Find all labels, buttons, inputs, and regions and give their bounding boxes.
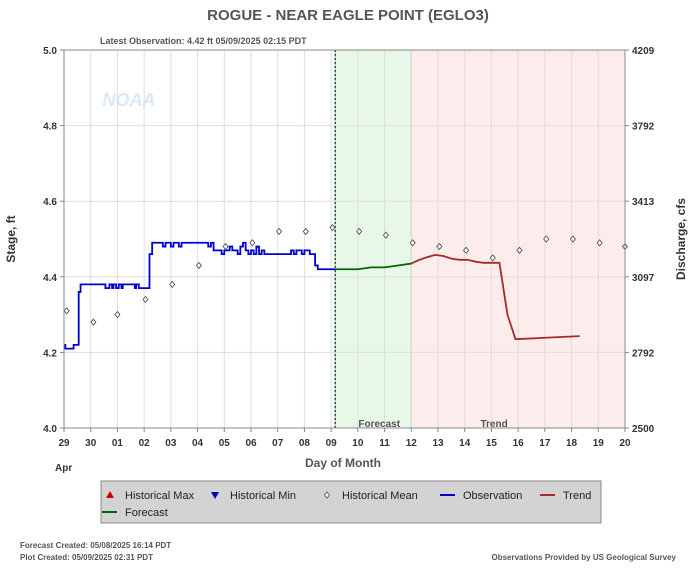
- x-tick-label: 17: [539, 438, 551, 449]
- x-tick-label: 06: [245, 438, 257, 449]
- y2-tick-label: 4209: [632, 46, 655, 57]
- x-tick-label: 30: [85, 438, 97, 449]
- y2-tick-label: 3792: [632, 122, 655, 133]
- x-tick-label: 14: [459, 438, 471, 449]
- x-tick-label: 19: [593, 438, 605, 449]
- legend-label: Historical Mean: [342, 490, 418, 502]
- historical-mean-point: [489, 254, 496, 262]
- historical-mean-point: [114, 310, 121, 319]
- legend-marker-historical-max: [106, 491, 114, 498]
- historical-mean-point: [90, 318, 97, 326]
- forecast-created: Forecast Created: 05/08/2025 16:14 PDT: [20, 541, 171, 550]
- x-tick-label: 20: [619, 438, 631, 449]
- historical-mean-point: [63, 307, 70, 315]
- y-axis-left: 4.0 4.2 4.4 4.6 4.8 5.0: [43, 46, 64, 435]
- plot-border: [63, 49, 626, 429]
- historical-mean-point: [543, 235, 550, 243]
- y2-axis-label: Discharge, cfs: [674, 198, 688, 280]
- plot-created: Plot Created: 05/09/2025 02:31 PDT: [20, 553, 153, 562]
- x-tick-label: 03: [165, 438, 177, 449]
- y2-tick-label: 3413: [632, 197, 655, 208]
- legend: Historical Max Historical Min Historical M…: [100, 480, 602, 524]
- series-line-forecast: [335, 262, 412, 271]
- historical-mean-point: [249, 239, 256, 247]
- x-tick-label: 08: [299, 438, 311, 449]
- historical-mean-point: [462, 246, 470, 255]
- x-tick-label: 05: [219, 438, 231, 449]
- x-axis-label: Day of Month: [305, 456, 381, 470]
- watermark-logo: NOAA: [103, 90, 156, 110]
- y-tick-label: 5.0: [43, 46, 57, 57]
- historical-mean-point: [142, 295, 149, 304]
- x-tick-label: 29: [58, 438, 70, 449]
- latest-observation: Latest Observation: 4.42 ft 05/09/2025 0…: [100, 36, 307, 46]
- month-label: Apr: [55, 463, 72, 474]
- legend-label: Trend: [563, 490, 591, 502]
- x-tick-label: 02: [139, 438, 151, 449]
- x-tick-label: 04: [192, 438, 204, 449]
- x-tick-label: 10: [352, 438, 364, 449]
- y2-tick-label: 3097: [632, 273, 655, 284]
- y-tick-label: 4.8: [43, 122, 57, 133]
- x-tick-label: 13: [432, 438, 444, 449]
- historical-mean-point: [409, 239, 416, 247]
- historical-mean-point: [329, 223, 336, 232]
- x-tick-label: 11: [379, 438, 390, 449]
- y2-tick-label: 2500: [632, 424, 655, 435]
- historical-mean-points: [63, 223, 629, 326]
- legend-label: Observation: [463, 490, 522, 502]
- forecast-region-label: Forecast: [358, 419, 400, 430]
- x-tick-label: 12: [406, 438, 418, 449]
- series-line-observation: [64, 241, 336, 350]
- grid-lines: [64, 50, 626, 428]
- y-tick-label: 4.4: [43, 273, 57, 284]
- series-line-trend: [410, 253, 580, 341]
- legend-marker-historical-min: [211, 492, 219, 499]
- x-tick-label: 15: [486, 438, 498, 449]
- chart-title: ROGUE - NEAR EAGLE POINT (EGLO3): [207, 7, 489, 24]
- historical-mean-point: [596, 239, 603, 247]
- y-axis-label: Stage, ft: [4, 215, 18, 262]
- x-tick-label: 16: [513, 438, 525, 449]
- y2-tick-label: 2792: [632, 348, 655, 359]
- historical-mean-point: [382, 231, 389, 239]
- x-tick-label: 07: [272, 438, 284, 449]
- y-axis-right: 2500 2792 3097 3413 3792 4209: [625, 46, 655, 435]
- y-tick-label: 4.6: [43, 197, 57, 208]
- x-tick-label: 01: [112, 438, 124, 449]
- legend-marker-historical-mean: [323, 491, 331, 499]
- x-axis: 29 30 01 02 03 04 05 06 07 08 09 10 11 12 13 14 15 16 17 18…: [58, 428, 631, 449]
- legend-label: Historical Max: [125, 490, 195, 502]
- trend-region-label: Trend: [480, 419, 507, 430]
- historical-mean-point: [169, 280, 176, 289]
- historical-mean-point: [275, 227, 283, 236]
- x-tick-label: 18: [566, 438, 578, 449]
- y-tick-label: 4.0: [43, 424, 57, 435]
- historical-mean-point: [569, 235, 576, 243]
- legend-label: Historical Min: [230, 490, 296, 502]
- x-tick-label: 09: [326, 438, 338, 449]
- forecast-region: [335, 50, 412, 428]
- legend-label: Forecast: [125, 507, 168, 519]
- historical-mean-point: [436, 242, 443, 251]
- historical-mean-point: [356, 227, 363, 236]
- historical-mean-point: [195, 261, 202, 270]
- data-credit: Observations Provided by US Geological S…: [491, 553, 676, 562]
- plot-area: NOAA Forecast Trend: [63, 49, 629, 430]
- y-tick-label: 4.2: [43, 348, 57, 359]
- historical-mean-point: [516, 246, 523, 255]
- historical-mean-point: [302, 227, 309, 236]
- legend-box: [100, 480, 602, 524]
